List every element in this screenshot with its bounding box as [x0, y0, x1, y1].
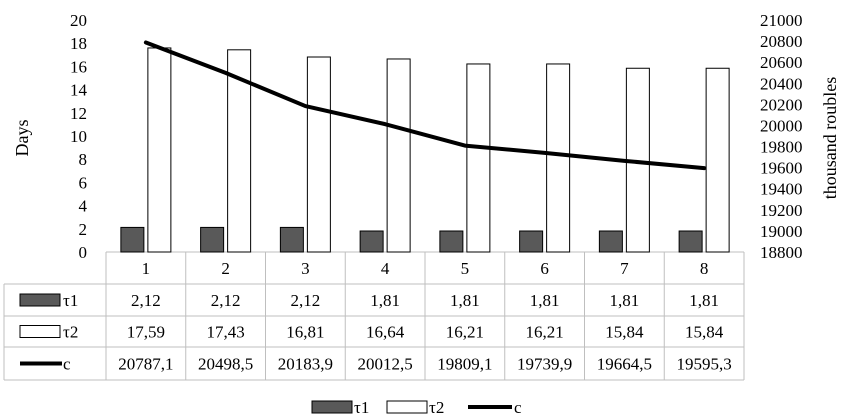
bar-τ1: [519, 230, 544, 253]
line-point-c: [303, 104, 307, 108]
line-point-c: [463, 144, 467, 148]
table-row-label: τ2: [63, 323, 78, 342]
right-axis-ticks: 18800 19000 19200 19400 19600 19800 20000 20200…: [760, 11, 803, 262]
data-label-c: 19595,3: [677, 355, 732, 374]
data-label-τ2: 16,21: [526, 323, 564, 342]
right-tick-label: 20400: [760, 74, 803, 93]
line-point-c: [622, 159, 626, 163]
line-point-c: [224, 71, 228, 75]
bar-τ1: [200, 226, 225, 253]
left-tick-label: 2: [79, 220, 88, 239]
data-label-τ1: 1,81: [530, 291, 560, 310]
bar-τ1: [678, 230, 703, 253]
bar-τ1: [359, 230, 384, 253]
data-label-τ2: 15,84: [685, 323, 724, 342]
left-tick-label: 0: [79, 243, 88, 262]
legend-label: τ1: [354, 398, 369, 417]
data-label-c: 19664,5: [597, 355, 652, 374]
bar-τ2: [546, 63, 571, 253]
legend: τ1 τ2 c: [311, 398, 522, 417]
bar-τ2: [306, 56, 331, 253]
bar-τ1: [279, 226, 304, 253]
right-tick-label: 19400: [760, 180, 803, 199]
right-tick-label: 21000: [760, 11, 803, 30]
right-tick-label: 18800: [760, 243, 803, 262]
category-label: 1: [142, 259, 151, 278]
right-tick-label: 20000: [760, 116, 803, 135]
line-c: [143, 40, 707, 171]
left-tick-label: 10: [70, 127, 87, 146]
left-tick-label: 6: [79, 173, 88, 192]
category-label: 8: [700, 259, 709, 278]
right-tick-label: 20800: [760, 32, 803, 51]
line-series: [143, 40, 707, 171]
data-label-c: 20787,1: [118, 355, 173, 374]
legend-label: τ2: [429, 398, 444, 417]
table-gridlines: [3, 251, 745, 381]
legend-key-τ2: [386, 400, 428, 414]
left-tick-label: 14: [70, 81, 88, 100]
data-label-τ1: 2,12: [131, 291, 161, 310]
table-row-label: c: [63, 355, 71, 374]
data-label-c: 20012,5: [358, 355, 413, 374]
data-label-c: 20183,9: [278, 355, 333, 374]
bar-τ1: [120, 226, 145, 253]
left-tick-label: 12: [70, 104, 87, 123]
table-row-label: τ1: [63, 291, 78, 310]
bar-τ1: [598, 230, 623, 253]
data-label-c: 19739,9: [517, 355, 572, 374]
line-point-c: [144, 40, 148, 44]
data-label-τ2: 17,43: [207, 323, 245, 342]
data-label-τ1: 1,81: [689, 291, 719, 310]
bar-τ2: [227, 49, 252, 253]
y-axis-title: Days: [12, 120, 32, 157]
left-axis-ticks: 0 2 4 6 8 10 12 14 16 18 20: [70, 11, 88, 262]
category-label: 6: [540, 259, 549, 278]
bar-τ1: [439, 230, 464, 253]
data-label-τ1: 1,81: [370, 291, 400, 310]
data-label-τ1: 1,81: [450, 291, 480, 310]
bar-τ2: [147, 47, 172, 253]
left-tick-label: 18: [70, 34, 87, 53]
data-label-τ2: 16,21: [446, 323, 484, 342]
left-tick-label: 20: [70, 11, 87, 30]
data-label-τ2: 15,84: [605, 323, 644, 342]
data-label-τ1: 1,81: [610, 291, 640, 310]
right-tick-label: 19800: [760, 138, 803, 157]
data-label-τ1: 2,12: [211, 291, 241, 310]
data-label-c: 19809,1: [437, 355, 492, 374]
category-label: 3: [301, 259, 310, 278]
bar-τ2: [386, 58, 411, 253]
right-tick-label: 20200: [760, 95, 803, 114]
legend-key-τ1: [311, 400, 353, 414]
data-label-c: 20498,5: [198, 355, 253, 374]
bars: [120, 47, 730, 253]
category-label: 4: [381, 259, 390, 278]
bar-τ2: [466, 63, 491, 253]
bar-τ2: [705, 67, 730, 253]
table-key-τ2: [19, 325, 61, 338]
right-tick-label: 20600: [760, 53, 803, 72]
table-key-τ1: [19, 293, 61, 307]
legend-label: c: [514, 398, 522, 417]
category-label: 2: [221, 259, 230, 278]
data-label-τ2: 16,81: [286, 323, 324, 342]
category-label: 5: [461, 259, 470, 278]
line-point-c: [702, 166, 706, 170]
line-point-c: [383, 122, 387, 126]
line-point-c: [543, 151, 547, 155]
category-label: 7: [620, 259, 629, 278]
data-label-τ1: 2,12: [291, 291, 321, 310]
right-tick-label: 19200: [760, 201, 803, 220]
data-label-τ2: 16,64: [366, 323, 405, 342]
data-table: 1 2 3 4 5 6 7 8 τ1 2,12 2,12 2,12 1,81 1,81 1,81 1,81 1,…: [19, 259, 732, 374]
right-tick-label: 19000: [760, 222, 803, 241]
left-tick-label: 16: [70, 57, 87, 76]
left-tick-label: 4: [79, 197, 88, 216]
left-tick-label: 8: [79, 150, 88, 169]
y2-axis-title: thousand roubles: [820, 77, 840, 199]
right-tick-label: 19600: [760, 159, 803, 178]
data-label-τ2: 17,59: [127, 323, 165, 342]
